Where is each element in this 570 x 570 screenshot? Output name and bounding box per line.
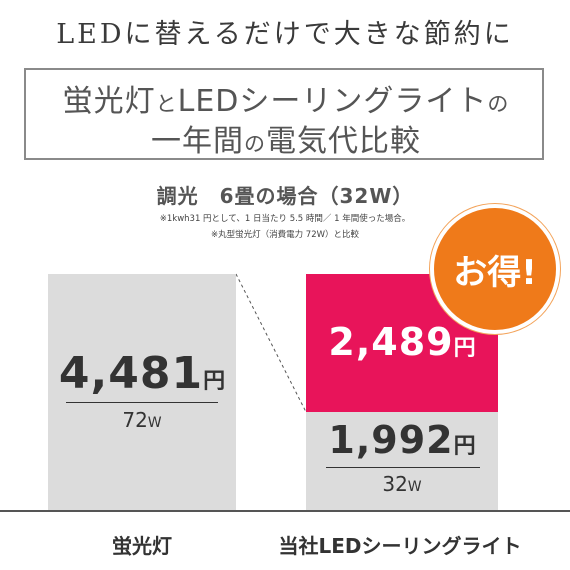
fluorescent-cost: 4,481円 <box>48 348 236 399</box>
note-1: ※1kwh31 円として、1 日当たり 5.5 時間／ 1 年間使った場合。 <box>159 214 411 224</box>
led-watt: 32W <box>306 472 498 496</box>
baseline <box>0 510 570 512</box>
title-one-year: 一年間 <box>151 124 244 159</box>
title-particle-no-2: の <box>244 132 266 156</box>
led-cost: 1,992円 <box>306 418 498 462</box>
title-cost-compare: 電気代比較 <box>266 124 421 159</box>
title-line-2: 一年間の電気代比較 <box>26 116 546 160</box>
fluorescent-divider <box>66 402 218 403</box>
led-cost-bar <box>306 412 498 510</box>
note-2: ※丸型蛍光灯（消費電力 72W）と比較 <box>210 230 360 240</box>
led-saving: 2,489円 <box>306 320 498 364</box>
led-watt-unit: W <box>407 479 422 495</box>
title-particle-no: の <box>487 92 510 116</box>
fluorescent-label: 蛍光灯 <box>112 534 172 558</box>
condition-text: 調光 6畳の場合（32W） <box>156 184 414 208</box>
title-box: 蛍光灯とLEDシーリングライトの 一年間の電気代比較 <box>24 68 544 160</box>
badge-text: お得! <box>453 252 537 293</box>
headline: LEDに替えるだけで大きな節約に <box>56 19 514 50</box>
led-saving-value: 2,489 <box>328 320 454 364</box>
fluorescent-yen: 円 <box>203 369 226 394</box>
led-divider <box>326 467 480 468</box>
fluorescent-watt: 72W <box>48 408 236 432</box>
led-saving-yen: 円 <box>453 336 476 361</box>
led-label: 当社LEDシーリングライト <box>278 534 522 558</box>
discount-badge: お得! <box>430 204 560 334</box>
title-led-light: LEDシーリングライト <box>177 84 488 119</box>
led-yen: 円 <box>453 434 476 459</box>
fluorescent-bar <box>48 274 236 510</box>
title-particle-to: と <box>155 92 178 116</box>
led-cost-value: 1,992 <box>328 418 454 462</box>
fluorescent-cost-value: 4,481 <box>58 348 204 399</box>
led-watt-value: 32 <box>382 472 408 496</box>
fluorescent-watt-unit: W <box>147 415 162 431</box>
title-line-1: 蛍光灯とLEDシーリングライトの <box>26 76 546 120</box>
title-fluorescent: 蛍光灯 <box>62 84 156 119</box>
fluorescent-watt-value: 72 <box>122 408 148 432</box>
